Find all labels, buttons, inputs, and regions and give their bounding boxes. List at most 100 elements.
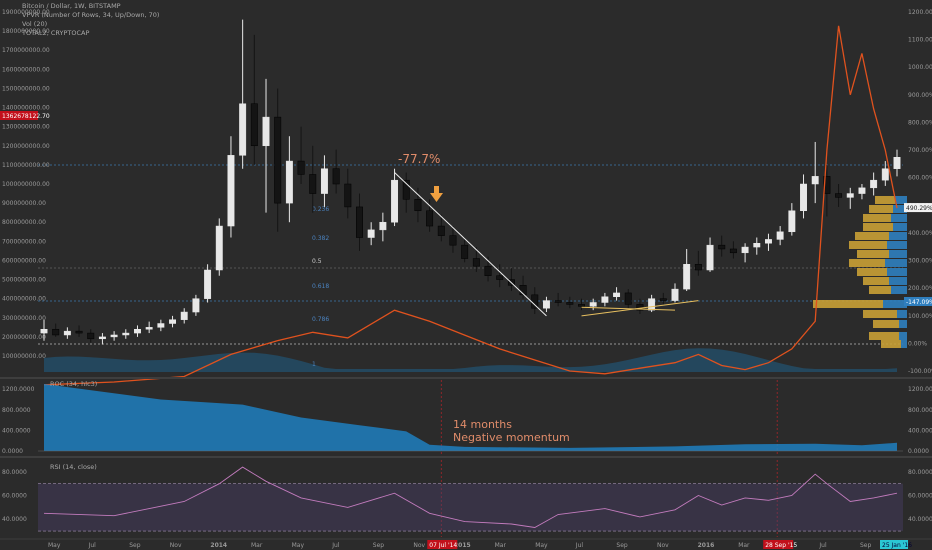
time-tick-label: Nov [413, 542, 425, 549]
candle-body [659, 298, 667, 301]
percent-tick-label: 100.00% [908, 313, 932, 320]
rsi-tick-label-right: 80.0000 [908, 469, 932, 476]
candle-body [344, 183, 352, 208]
candle-body [729, 248, 737, 254]
roc-tick-label-right: 800.0000 [908, 407, 932, 414]
vpvr-up-bar [813, 300, 883, 308]
roc-tick-label: 800.0000 [2, 407, 31, 414]
candle-body [519, 285, 527, 296]
candle-body [215, 225, 223, 271]
marker-percent-label: -147.09% [906, 299, 932, 306]
candle-body [157, 323, 165, 328]
candle-body [227, 155, 235, 227]
vpvr-up-bar [863, 223, 893, 231]
chart-symbol-title: Bitcoin / Dollar, 1W, BITSTAMP [22, 2, 121, 10]
time-tick-label: May [535, 542, 548, 549]
candle-body [578, 304, 585, 307]
candle-body [531, 294, 539, 309]
axes: 1900000000.001800000000.001700000000.001… [0, 9, 932, 549]
time-tick-label: 2015 [454, 542, 471, 549]
candle-body [566, 302, 574, 305]
rsi-tick-label: 40.0000 [2, 516, 27, 523]
total2-legend: TOTAL2, CRYPTOCAP [21, 29, 89, 37]
roc-pane[interactable] [38, 380, 903, 537]
fib-level-label: 0.382 [312, 235, 329, 242]
vpvr-up-bar [857, 268, 887, 276]
vpvr-up-bar [849, 241, 887, 249]
candle-body [776, 231, 784, 240]
candle-body [320, 168, 328, 194]
rsi-tick-label-right: 60.0000 [908, 493, 932, 500]
candle-body [309, 174, 317, 194]
vpvr-down-bar [899, 332, 907, 340]
time-tick-label: Sep [129, 542, 141, 549]
candle-body [297, 160, 305, 175]
price-pane[interactable]: 0.236 0.382 0.5 0.618 0.786 1 [38, 19, 907, 386]
candle-body [332, 168, 340, 185]
candle-body [496, 275, 504, 280]
candle-body [426, 210, 434, 227]
percent-tick-label: 700.00% [908, 147, 932, 154]
time-highlight-label: 28 Sep '15 [765, 542, 797, 549]
candle-body [204, 269, 212, 299]
roc-tick-label: 400.0000 [2, 427, 31, 434]
roc-tick-label-right: 0.0000 [908, 448, 929, 455]
candle-body [800, 183, 807, 212]
time-tick-label: Jul [818, 542, 827, 549]
candle-body [788, 210, 796, 233]
time-tick-label: May [48, 542, 61, 549]
vpvr-down-bar [885, 259, 907, 267]
candle-body [542, 300, 550, 309]
time-tick-label: May [292, 542, 305, 549]
time-highlight-badge [427, 540, 458, 549]
roc-area [44, 384, 897, 451]
percent-tick-label: 1200.00% [908, 9, 932, 16]
vpvr-down-bar [899, 320, 907, 328]
months-annotation: 14 months [453, 418, 512, 431]
time-tick-label: Mar [738, 542, 750, 549]
price-tick-label: 900000000.00 [2, 200, 46, 207]
vpvr-down-bar [889, 277, 907, 285]
percent-tick-label: 400.00% [908, 230, 932, 237]
candle-body [379, 221, 387, 231]
time-tick-label: Nov [657, 542, 669, 549]
vpvr-down-bar [893, 205, 907, 213]
rsi-tick-label: 80.0000 [2, 469, 27, 476]
current-price-label: 1362678122.70 [2, 113, 50, 120]
vpvr-up-bar [869, 332, 899, 340]
vpvr-down-bar [887, 241, 907, 249]
vpvr-down-bar [897, 310, 907, 318]
candle-body [613, 292, 621, 298]
rsi-pane[interactable] [38, 466, 903, 532]
percent-tick-label: -100.00% [908, 368, 932, 375]
percent-tick-label: 0.00% [908, 340, 927, 347]
percent-tick-label: 1000.00% [908, 64, 932, 71]
candle-body [40, 328, 48, 334]
vpvr-up-bar [869, 286, 891, 294]
support-line [581, 300, 699, 317]
price-tick-label: 1200000000.00 [2, 143, 50, 150]
time-tick-label: Nov [170, 542, 182, 549]
candle-body [823, 176, 831, 194]
time-tick-label: Jul [331, 542, 340, 549]
vpvr-up-bar [855, 232, 889, 240]
price-tick-label: 700000000.00 [2, 238, 46, 245]
price-tick-label: 1900000000.00 [2, 9, 50, 16]
roc-tick-label: 1200.0000 [2, 386, 35, 393]
vpvr-up-bar [875, 196, 895, 204]
vpvr-up-bar [869, 205, 893, 213]
vpvr-legend: VPVR (Number Of Rows, 34, Up/Down, 70) [22, 11, 159, 19]
price-tick-label: 1800000000.00 [2, 28, 50, 35]
vpvr-up-bar [881, 340, 901, 348]
candle-body [706, 244, 714, 271]
price-tick-label: 500000000.00 [2, 277, 46, 284]
time-tick-label: 2016 [698, 542, 715, 549]
candle-body [192, 298, 200, 313]
candle-body [414, 199, 422, 212]
roc-tick-label-right: 400.0000 [908, 427, 932, 434]
rsi-line [43, 466, 898, 528]
total2-line [43, 25, 898, 386]
candle-body [881, 168, 889, 181]
candle-body [461, 244, 469, 259]
